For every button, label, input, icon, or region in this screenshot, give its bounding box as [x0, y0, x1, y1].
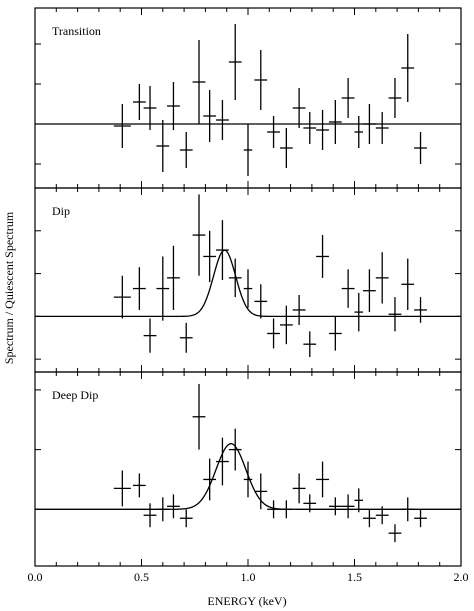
data-point [316, 110, 329, 150]
data-point [203, 230, 217, 283]
x-tick-label: 1.5 [347, 570, 362, 584]
x-tick-label: 1.0 [241, 570, 256, 584]
data-point [303, 331, 317, 358]
data-point [156, 497, 170, 522]
data-point [132, 473, 146, 498]
data-point [414, 132, 427, 164]
data-point [179, 322, 193, 353]
data-point [143, 318, 157, 353]
data-point [179, 132, 193, 168]
data-point [414, 297, 427, 323]
data-point [113, 104, 131, 148]
data-point [132, 84, 146, 120]
data-point [328, 100, 342, 144]
data-point [143, 503, 157, 528]
data-point [167, 494, 180, 519]
data-point [341, 494, 355, 519]
data-point [279, 500, 293, 519]
data-point [388, 297, 402, 332]
data-point [375, 506, 389, 525]
panel-0: Transition [34, 7, 462, 189]
data-point [156, 120, 170, 172]
data-point [341, 269, 355, 308]
x-tick-label: 2.0 [454, 570, 469, 584]
data-point [216, 437, 229, 486]
data-point [113, 275, 131, 319]
data-point [156, 256, 170, 321]
data-point [328, 497, 342, 516]
data-point [303, 494, 317, 513]
data-point [354, 488, 364, 513]
data-point [143, 86, 157, 130]
model-curve [35, 249, 461, 318]
data-point [254, 50, 268, 110]
data-point [388, 78, 402, 118]
data-point [203, 90, 217, 142]
data-point [292, 473, 306, 504]
data-point [414, 509, 427, 528]
panels-group: Transition Dip Deep Dip [34, 7, 462, 567]
data-point [254, 284, 268, 319]
panel-title: Transition [52, 24, 101, 38]
data-point [316, 235, 329, 278]
x-axis-label: ENERGY (keV) [207, 594, 286, 608]
data-point [192, 40, 206, 124]
data-point [401, 34, 415, 102]
data-point [192, 194, 206, 276]
data-point [363, 269, 376, 313]
data-point [267, 318, 280, 349]
data-point [401, 497, 415, 522]
data-point [243, 269, 253, 308]
y-axis-label: Spectrum / Quiescent Spectrum [2, 211, 16, 364]
data-point [167, 82, 180, 130]
data-point [363, 509, 376, 528]
data-point [216, 220, 229, 280]
panel-2: Deep Dip [34, 371, 462, 567]
data-point [279, 128, 293, 168]
data-point [316, 461, 329, 498]
data-point [388, 524, 402, 543]
data-point [354, 116, 364, 148]
data-point [179, 509, 193, 528]
data-point [228, 428, 242, 471]
data-point [328, 316, 342, 351]
data-point [267, 116, 280, 148]
data-point [292, 88, 306, 128]
data-point [192, 383, 206, 450]
data-point [216, 100, 229, 140]
data-point [267, 500, 280, 519]
data-point [354, 292, 364, 332]
data-point [203, 458, 217, 501]
data-point [341, 78, 355, 118]
data-point [292, 294, 306, 325]
data-point [254, 473, 268, 510]
data-point [401, 258, 415, 310]
data-point [243, 461, 253, 498]
x-tick-label: 0.0 [28, 570, 43, 584]
panel-title: Deep Dip [52, 388, 98, 402]
x-axis: 0.0 0.5 1.0 1.5 2.0 [28, 570, 469, 584]
data-point [303, 112, 317, 144]
data-point [375, 252, 389, 304]
data-point [228, 258, 242, 298]
x-tick-label: 0.5 [134, 570, 149, 584]
data-point [279, 305, 293, 345]
data-point [167, 245, 180, 310]
panel-title: Dip [52, 204, 70, 218]
data-point [228, 24, 242, 100]
panel-1: Dip [34, 187, 462, 373]
data-point [363, 104, 376, 144]
data-point [375, 112, 389, 144]
data-point [243, 124, 253, 176]
data-point [113, 470, 131, 507]
data-point [132, 267, 146, 310]
